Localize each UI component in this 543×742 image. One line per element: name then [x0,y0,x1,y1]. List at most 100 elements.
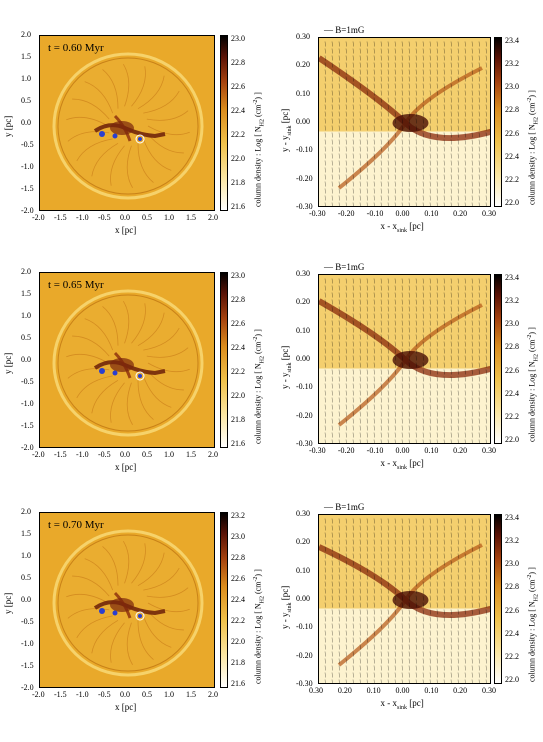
field-vector [415,418,417,424]
field-vector [429,567,431,573]
field-vector [485,348,487,354]
field-vector [457,125,459,131]
field-vector [394,397,396,403]
field-vector [429,362,431,368]
field-vector [401,90,403,96]
field-vector [471,581,473,587]
field-vector [331,679,333,683]
x-tick-label: 0.30 [482,209,496,218]
y-axis-label: y [pc] [3,115,13,137]
field-vector [436,97,438,103]
field-vector [471,146,473,152]
field-vector [464,581,466,587]
field-vector [338,525,340,531]
field-vector [331,602,333,608]
field-vector [366,362,368,368]
field-vector [373,146,375,152]
field-vector [408,623,410,629]
field-vector [324,418,326,424]
field-vector [450,327,452,333]
sink-particle [135,134,145,144]
y-tick-label: 0.00 [296,594,310,603]
field-vector [464,174,466,180]
field-vector [450,118,452,124]
field-vector [422,390,424,396]
field-vector [436,202,438,206]
field-vector [366,132,368,138]
field-vector [352,404,354,410]
field-vector [331,285,333,291]
field-vector [401,348,403,354]
field-vector [429,139,431,145]
field-vector [443,679,445,683]
filament [126,622,133,666]
field-vector [415,658,417,664]
field-vector [408,278,410,284]
field-vector [324,146,326,152]
field-vector [380,574,382,580]
field-vector [324,651,326,657]
field-vector [485,665,487,671]
y-tick-label: -0.10 [296,622,313,632]
field-vector [345,560,347,566]
field-vector [471,355,473,361]
field-vector [422,160,424,166]
field-vector [387,76,389,82]
field-vector [457,658,459,664]
field-vector [366,644,368,650]
field-vector [471,83,473,89]
field-vector [464,299,466,305]
field-vector [345,665,347,671]
field-vector [443,425,445,431]
field-vector [366,334,368,340]
x-tick-label: 0.20 [453,686,468,695]
field-vector [394,525,396,531]
field-vector [324,355,326,361]
field-vector [443,630,445,636]
field-vector [436,623,438,629]
field-vector [331,623,333,629]
field-vector [415,139,417,145]
y-tick-label: 0.20 [296,297,310,307]
field-vector [359,83,361,89]
y-tick-label: 0.0 [21,118,31,127]
field-vector [429,167,431,173]
field-vector [345,118,347,124]
y-tick-label: -0.20 [296,410,313,420]
field-vector [394,146,396,152]
x-tick-label: 0.5 [142,450,152,459]
field-vector [485,292,487,298]
field-vector [443,90,445,96]
field-vector [415,425,417,431]
field-vector [450,432,452,438]
field-vector [415,90,417,96]
y-tick-label: 0.30 [296,509,310,518]
filament [126,145,133,189]
field-vector [345,41,347,47]
field-vector [429,539,431,545]
field-vector [415,111,417,117]
simulation-map-panel: t = 0.65 Myr [39,272,215,448]
y-tick-label: -0.5 [21,617,34,626]
y-tick-label: 1.5 [21,529,31,538]
field-vector [408,97,410,103]
field-vector [485,602,487,608]
field-vector [478,153,480,159]
colorbar-tick: 21.8 [231,178,245,187]
field-vector [359,574,361,580]
field-vector [324,369,326,375]
colorbar-tick: 21.8 [231,415,245,424]
field-vector [429,651,431,657]
field-vector [359,48,361,54]
colorbar-tick: 21.8 [231,658,245,667]
field-vector [457,195,459,201]
field-vector [478,76,480,82]
field-vector [394,546,396,552]
field-vector [338,348,340,354]
field-vector [478,602,480,608]
field-vector [387,439,389,443]
y-tick-label: 1.5 [21,52,31,61]
field-vector [415,41,417,47]
field-vector [464,397,466,403]
colorbar-tick: 23.4 [505,273,519,282]
